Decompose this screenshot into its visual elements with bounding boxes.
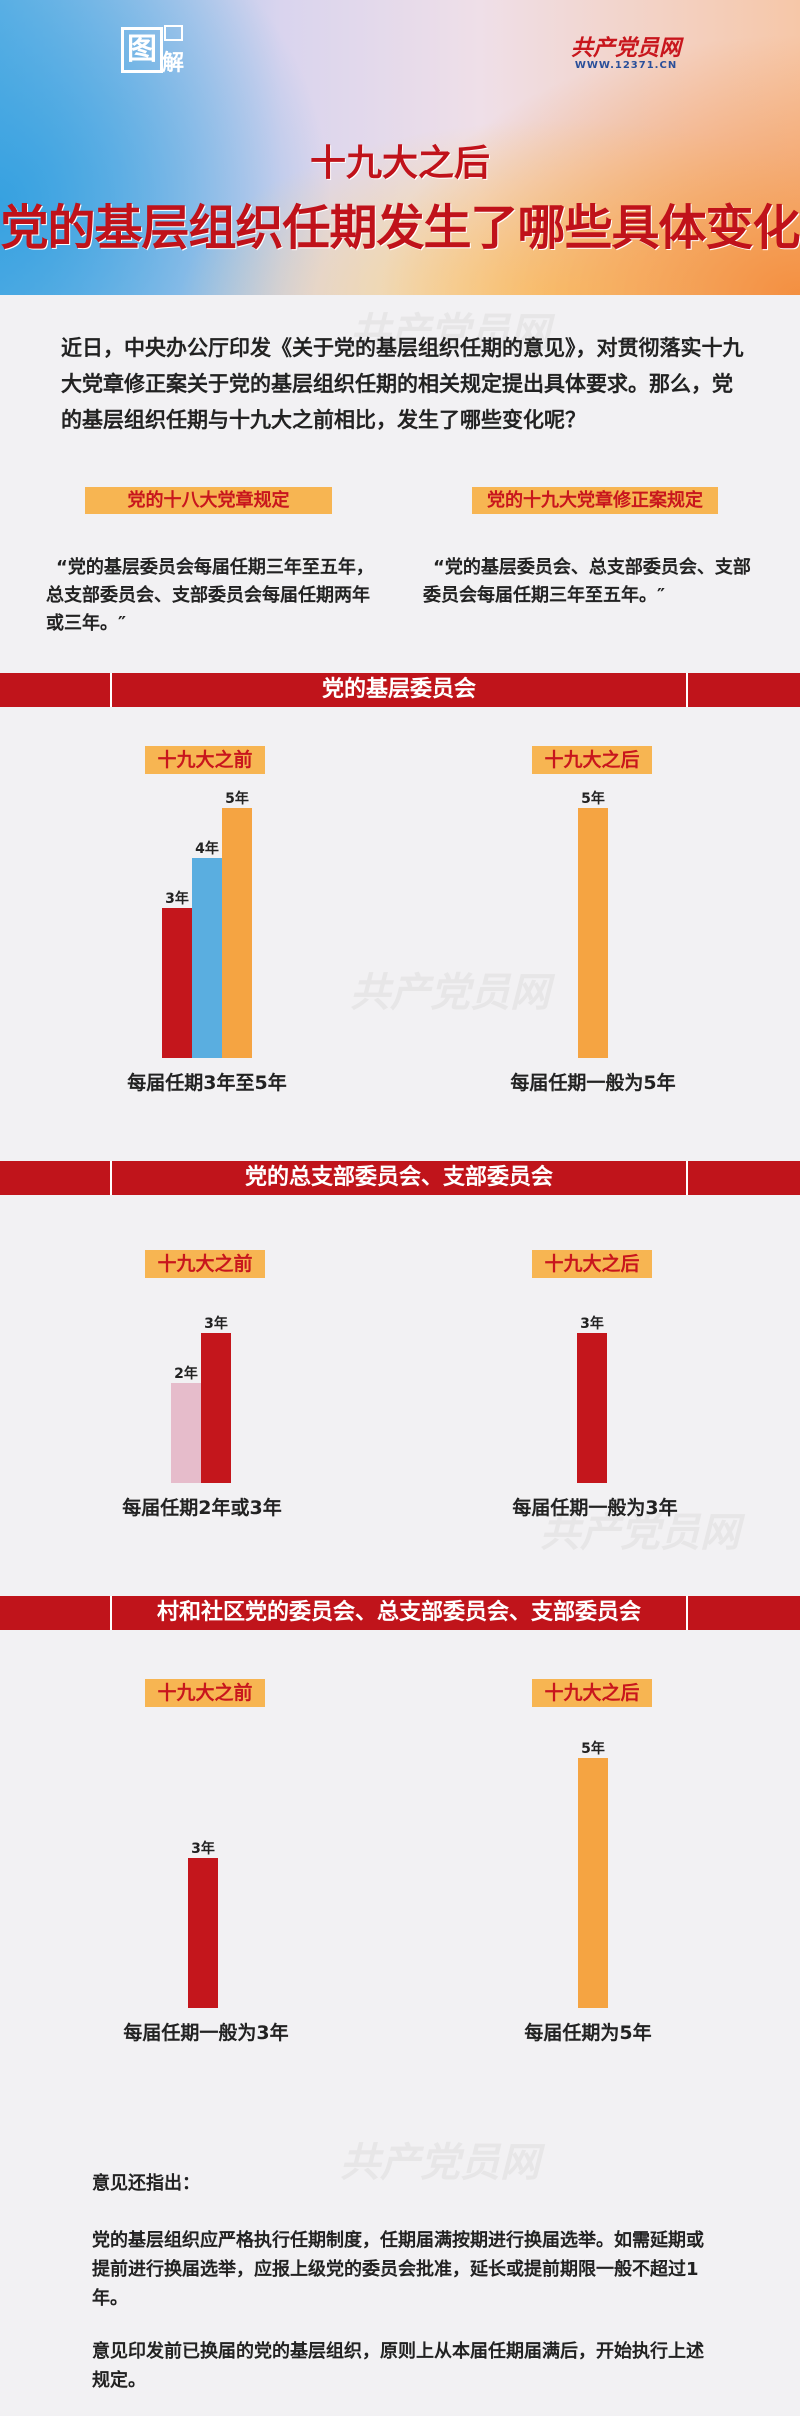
bar-value-label: 5年	[225, 791, 249, 807]
chart-caption: 每届任期3年至5年	[127, 1072, 287, 1094]
era-label-after: 十九大之后	[532, 1679, 652, 1707]
bar	[171, 1383, 201, 1483]
chart-caption: 每届任期2年或3年	[122, 1497, 282, 1519]
bar-value-label: 3年	[165, 891, 189, 907]
quote-19th: “党的基层委员会、总支部委员会、支部 委员会每届任期三年至五年。″	[423, 557, 751, 606]
banner-separator	[110, 1596, 112, 1630]
section-title: 党的总支部委员会、支部委员会	[244, 1165, 553, 1190]
notes-paragraph-1: 党的基层组织应严格执行任期制度，任期届满按期进行换届选举。如需延期或提前进行换届…	[92, 2230, 704, 2309]
bar	[192, 858, 222, 1058]
bar	[578, 808, 608, 1058]
watermark: 共产党员网	[540, 1509, 740, 1556]
bar-value-label: 3年	[580, 1316, 604, 1332]
intro-paragraph: 近日，中央办公厅印发《关于党的基层组织任期的意见》，对贯彻落实十九大党章修正案关…	[61, 336, 744, 432]
banner-separator	[686, 673, 688, 707]
banner-separator	[110, 673, 112, 707]
tujie-logo: 图 解	[121, 23, 191, 76]
chart-caption: 每届任期为5年	[524, 2022, 652, 2044]
section-banner: 党的总支部委员会、支部委员会	[0, 1161, 800, 1195]
section-title: 党的基层委员会	[321, 677, 476, 702]
quote-18th: “党的基层委员会每届任期三年至五年， 总支部委员会、支部委员会每届任期两年 或三…	[46, 557, 374, 634]
watermark: 共产党员网	[340, 2139, 540, 2186]
section-banner: 党的基层委员会	[0, 673, 800, 707]
bar	[222, 808, 252, 1058]
chart-caption: 每届任期一般为3年	[123, 2022, 289, 2044]
notes-paragraph-2: 意见印发前已换届的党的基层组织，原则上从本届任期届满后，开始执行上述规定。	[92, 2341, 704, 2391]
notes-heading: 意见还指出：	[92, 2173, 200, 2194]
era-label-after: 十九大之后	[532, 746, 652, 774]
site-logo-url: WWW.12371.CN	[574, 60, 678, 71]
title-line-1: 十九大之后	[309, 143, 490, 184]
bar-value-label: 2年	[174, 1366, 198, 1382]
bar-value-label: 4年	[195, 841, 219, 857]
section-title: 村和社区党的委员会、总支部委员会、支部委员会	[156, 1600, 641, 1625]
bar-value-label: 5年	[581, 1741, 605, 1757]
era-label-before: 十九大之前	[145, 746, 265, 774]
watermark: 共产党员网	[350, 969, 550, 1016]
chart-caption: 每届任期一般为3年	[512, 1497, 678, 1519]
rule-label-19th: 党的十九大党章修正案规定	[472, 487, 718, 514]
bar	[201, 1333, 231, 1483]
site-logo-name: 共产党员网	[570, 35, 681, 61]
bar-value-label: 5年	[581, 791, 605, 807]
banner-separator	[686, 1161, 688, 1195]
chart-caption: 每届任期一般为5年	[510, 1072, 676, 1094]
site-logo: 共产党员网 WWW.12371.CN	[566, 36, 686, 71]
banner-separator	[686, 1596, 688, 1630]
banner-separator	[110, 1161, 112, 1195]
bar	[577, 1333, 607, 1483]
bar-value-label: 3年	[204, 1316, 228, 1332]
watermark: 共产党员网	[350, 309, 550, 356]
era-label-before: 十九大之前	[145, 1250, 265, 1278]
bar	[162, 908, 192, 1058]
bar-value-label: 3年	[191, 1841, 215, 1857]
bar	[188, 1858, 218, 2008]
picture-icon	[164, 25, 183, 41]
era-label-before: 十九大之前	[145, 1679, 265, 1707]
era-label-after: 十九大之后	[532, 1250, 652, 1278]
section-banner: 村和社区党的委员会、总支部委员会、支部委员会	[0, 1596, 800, 1630]
rule-label-18th: 党的十八大党章规定	[85, 487, 332, 514]
page-title: 党的基层组织任期发生了哪些具体变化	[0, 200, 800, 256]
bar	[578, 1758, 608, 2008]
header-banner: 图 解 共产党员网 WWW.12371.CN 十九大之后 党的基层组织任期发生了…	[0, 0, 800, 295]
